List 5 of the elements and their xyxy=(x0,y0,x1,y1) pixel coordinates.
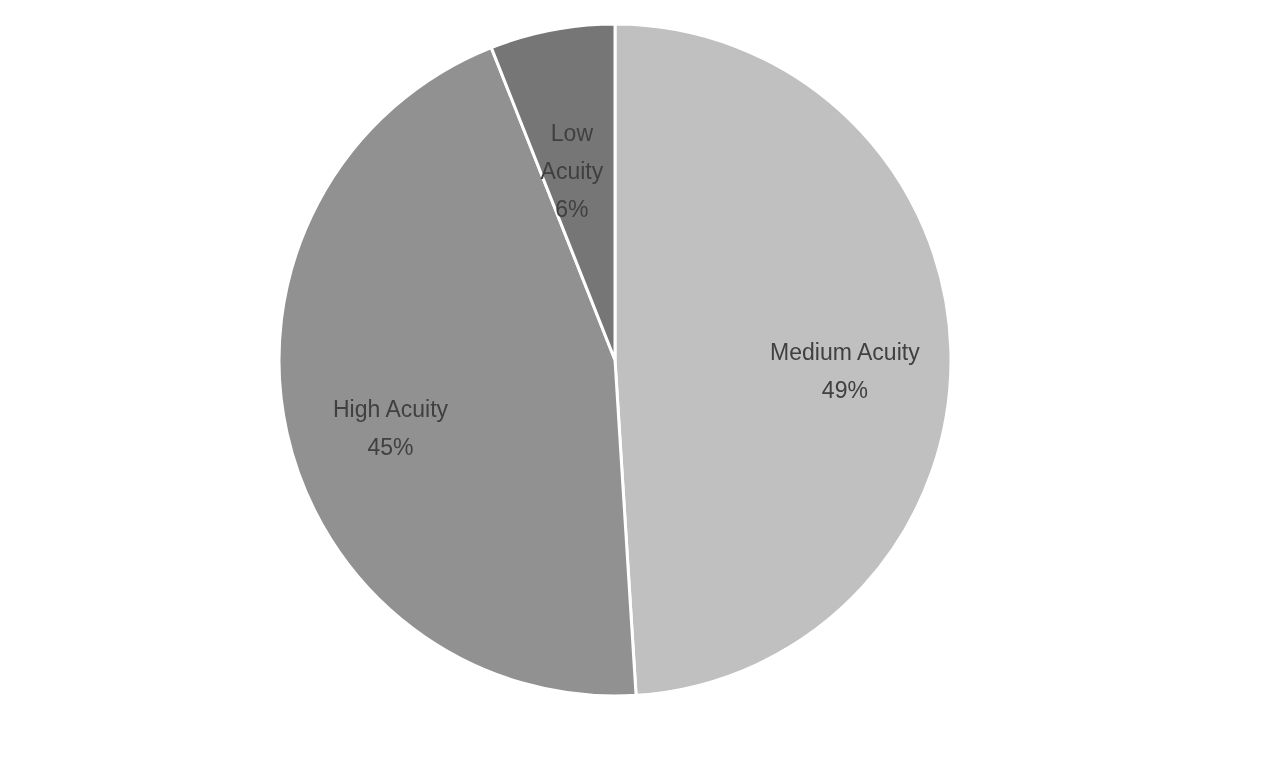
slice-label: Medium Acuity xyxy=(770,338,921,365)
data-label: 6% xyxy=(555,196,589,223)
data-label: 45% xyxy=(367,434,414,461)
data-label: 49% xyxy=(821,376,868,403)
slice-label: High Acuity xyxy=(333,396,449,423)
